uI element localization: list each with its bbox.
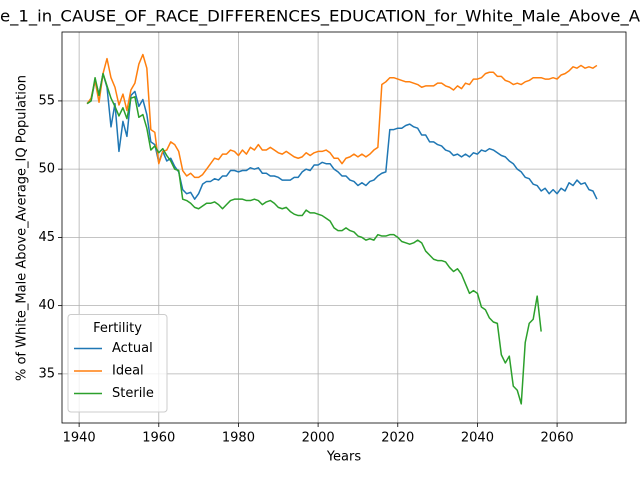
y-tick-label: 45	[38, 230, 55, 245]
series-line	[86, 72, 542, 405]
plot-frame	[61, 31, 627, 424]
x-axis-label: Years	[326, 450, 362, 465]
legend-label: Actual	[112, 341, 153, 356]
x-tick-label: 2060	[541, 431, 574, 446]
x-tick-label: 1960	[142, 431, 175, 446]
x-tick-label: 1940	[63, 431, 96, 446]
x-tick-label: 2000	[302, 431, 335, 446]
y-tick-label: 40	[38, 298, 55, 313]
series-line	[86, 53, 598, 179]
y-tick-label: 55	[38, 93, 55, 108]
y-tick-label: 50	[38, 162, 55, 177]
x-tick-label: 1980	[222, 431, 255, 446]
y-axis-label: % of White_Male Above_Average_IQ Populat…	[15, 75, 30, 381]
x-tick-label: 2020	[381, 431, 414, 446]
legend-label: Ideal	[112, 364, 144, 379]
legend-label: Sterile	[112, 386, 154, 401]
legend-box	[67, 314, 168, 413]
legend-title: Fertility	[93, 321, 142, 336]
series-line	[86, 72, 598, 200]
x-tick-label: 2040	[461, 431, 494, 446]
legend: Fertility Actual Ideal Sterile	[67, 314, 168, 413]
y-tick-label: 35	[38, 366, 55, 381]
chart-title: e_1_in_CAUSE_OF_RACE_DIFFERENCES_EDUCATI…	[0, 7, 640, 27]
